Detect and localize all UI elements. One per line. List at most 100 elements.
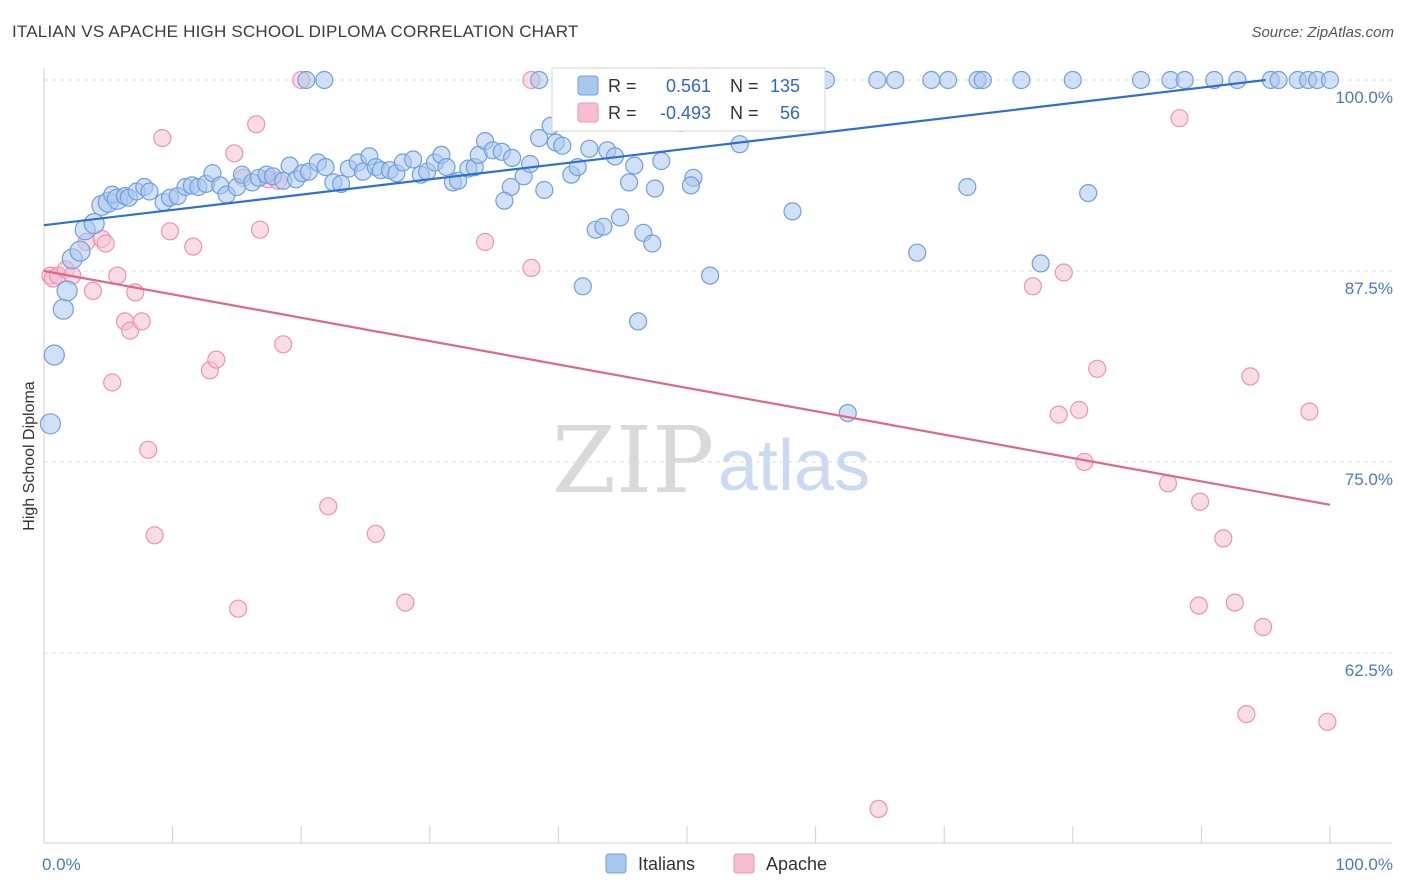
legend-n-value-italians: 135	[770, 76, 800, 96]
legend-r-value-italians: 0.561	[666, 76, 711, 96]
point-apache-49	[1241, 367, 1260, 386]
point-italians-89	[645, 179, 665, 198]
legend-n-label-italians: N =	[730, 76, 759, 96]
point-apache-37	[1049, 405, 1068, 424]
point-apache-16	[145, 526, 164, 545]
point-italians-78	[580, 139, 599, 158]
bottom-legend: Italians Apache	[605, 853, 827, 874]
point-apache-23	[229, 599, 248, 618]
point-apache-52	[1318, 712, 1337, 731]
watermark: ZIP atlas	[552, 407, 870, 514]
point-italians-65	[502, 148, 522, 167]
point-italians-83	[610, 208, 630, 227]
trend-lines	[43, 78, 1331, 506]
y-tick-label-3: 100.0%	[1335, 88, 1393, 107]
point-italians-72	[535, 180, 554, 200]
point-italians-107	[922, 70, 941, 90]
point-apache-8	[96, 234, 115, 253]
legend-swatch-italians	[577, 75, 599, 96]
point-italians-94	[700, 266, 720, 285]
point-apache-51	[1300, 402, 1319, 421]
legend-r-label-italians: R =	[608, 76, 637, 96]
point-italians-39	[316, 158, 335, 177]
point-italians-7	[83, 213, 105, 235]
point-italians-77	[573, 277, 592, 296]
point-italians-114	[1063, 70, 1082, 90]
point-italians-126	[1320, 70, 1340, 90]
point-italians-93	[681, 176, 701, 195]
point-italians-127	[297, 70, 316, 90]
point-apache-25	[250, 220, 270, 239]
chart-title: ITALIAN VS APACHE HIGH SCHOOL DIPLOMA CO…	[12, 22, 579, 41]
watermark-atlas: atlas	[718, 426, 870, 506]
point-apache-36	[1023, 277, 1043, 296]
point-apache-38	[1054, 263, 1073, 282]
point-italians-2	[52, 298, 74, 320]
y-tick-label-0: 62.5%	[1345, 661, 1393, 680]
y-tick-label-1: 75.0%	[1345, 470, 1393, 489]
point-italians-90	[652, 151, 671, 171]
point-italians-100	[783, 202, 802, 221]
point-apache-14	[132, 312, 151, 331]
point-apache-10	[108, 266, 127, 285]
point-apache-44	[1190, 492, 1210, 511]
point-apache-41	[1088, 359, 1107, 378]
point-italians-111	[973, 70, 992, 90]
point-italians-106	[908, 243, 927, 262]
x-tick-label-max: 100.0%	[1335, 855, 1393, 874]
legend-n-value-apache: 56	[780, 103, 800, 123]
point-italians-16	[140, 182, 159, 201]
point-apache-35	[869, 799, 888, 819]
point-italians-41	[332, 174, 351, 193]
y-tick-labels: 62.5% 75.0% 87.5% 100.0%	[1335, 88, 1393, 680]
legend-swatch-apache	[577, 102, 599, 123]
legend-n-label-apache: N =	[730, 103, 759, 123]
trend-line-italians	[43, 78, 1266, 227]
point-italians-105	[886, 70, 905, 90]
point-apache-17	[153, 129, 172, 148]
point-italians-56	[437, 158, 456, 177]
legend-box: R = 0.561 N = 135 R = -0.493 N = 56	[551, 67, 826, 132]
point-apache-45	[1189, 596, 1208, 615]
point-apache-9	[103, 373, 122, 392]
point-apache-18	[160, 222, 180, 241]
point-italians-3	[56, 280, 78, 302]
point-apache-6	[83, 281, 103, 300]
point-italians-69	[520, 154, 540, 174]
point-italians-1	[43, 344, 65, 366]
point-apache-32	[522, 258, 541, 277]
point-italians-120	[1228, 70, 1247, 90]
point-italians-109	[958, 177, 977, 197]
bottom-legend-apache: Apache	[766, 854, 827, 874]
legend-r-value-apache: -0.493	[660, 103, 711, 123]
point-italians-0	[39, 413, 62, 435]
point-italians-88	[643, 234, 662, 253]
point-italians-116	[1131, 70, 1151, 90]
point-italians-122	[1269, 70, 1288, 90]
point-apache-24	[247, 115, 266, 134]
point-italians-51	[404, 150, 423, 169]
point-apache-21	[207, 350, 226, 369]
point-apache-46	[1214, 529, 1233, 548]
point-italians-129	[529, 70, 549, 90]
point-apache-47	[1225, 593, 1244, 612]
axes	[43, 68, 1392, 844]
point-italians-128	[315, 70, 334, 90]
point-apache-28	[319, 497, 338, 516]
point-italians-86	[628, 312, 648, 331]
point-italians-84	[619, 173, 639, 192]
point-italians-108	[938, 70, 958, 90]
point-apache-22	[225, 144, 244, 163]
point-italians-104	[868, 70, 887, 90]
y-tick-label-2: 87.5%	[1345, 279, 1393, 298]
legend-r-label-apache: R =	[608, 103, 637, 123]
bottom-legend-italians: Italians	[638, 854, 695, 874]
point-apache-43	[1170, 109, 1189, 128]
point-apache-26	[274, 335, 293, 354]
point-italians-112	[1012, 70, 1031, 90]
trend-line-apache	[43, 269, 1331, 506]
point-italians-118	[1175, 70, 1194, 90]
point-italians-5	[69, 240, 91, 262]
point-apache-48	[1237, 704, 1256, 724]
